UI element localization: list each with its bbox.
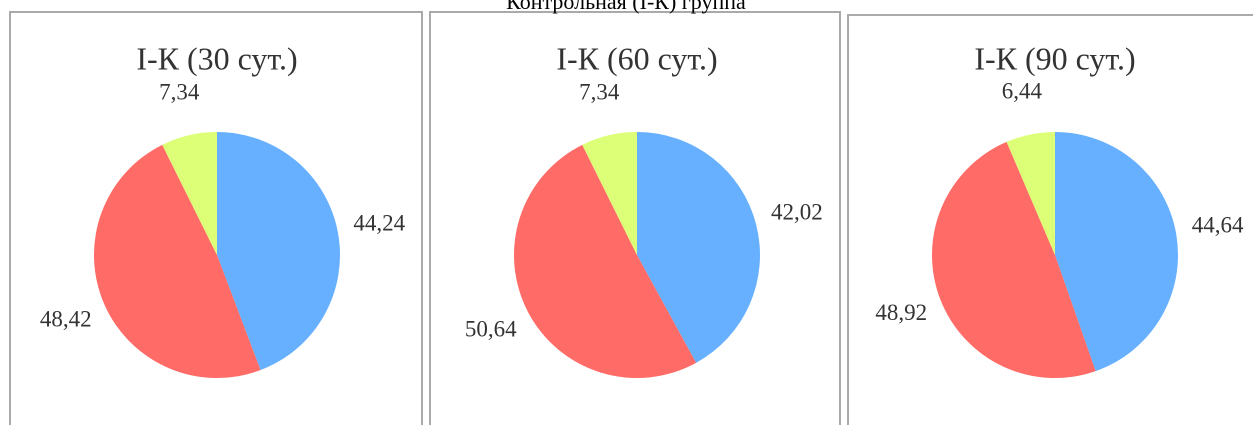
data-label: 42,02 xyxy=(771,199,823,224)
chart-title: I-К (60 сут.) xyxy=(556,40,717,76)
data-label: 44,64 xyxy=(1192,213,1244,238)
data-label: 7,34 xyxy=(579,80,620,105)
pie-slice xyxy=(1055,132,1178,372)
pie-slice xyxy=(932,141,1096,378)
pie-slice xyxy=(93,144,261,379)
data-label: 44,24 xyxy=(353,211,405,236)
pie-slice xyxy=(582,132,637,255)
pie-slice xyxy=(513,144,697,379)
pie-slice xyxy=(217,132,340,371)
pie-slice xyxy=(1006,132,1055,255)
data-label: 6,44 xyxy=(1002,79,1043,104)
pie-slice xyxy=(637,132,760,363)
data-label: 48,92 xyxy=(875,300,927,325)
data-label: 48,42 xyxy=(40,306,92,331)
page-title: Контрольная (I-К) группа xyxy=(506,0,746,14)
chart-title: I-К (30 сут.) xyxy=(136,40,297,76)
data-label: 7,34 xyxy=(159,80,200,105)
pie-slice xyxy=(162,132,217,255)
data-label: 50,64 xyxy=(465,317,517,342)
chart-title: I-К (90 сут.) xyxy=(974,40,1135,76)
